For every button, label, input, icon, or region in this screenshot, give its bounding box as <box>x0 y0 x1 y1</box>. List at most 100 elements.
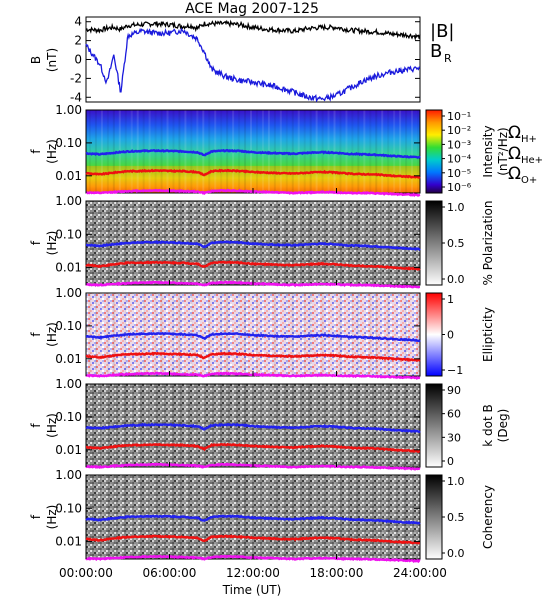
coherency-ytick-label: 1.00 <box>55 468 82 482</box>
ellipticity-stripe <box>88 293 91 376</box>
ellipticity-stripe <box>279 293 282 376</box>
polarization-colorbar-label: 0.5 <box>447 237 465 250</box>
intensity-ylabel: f <box>29 149 43 154</box>
ellipticity-stripe <box>273 293 276 376</box>
polarization-stripe <box>88 201 91 285</box>
polarization-stripe <box>202 201 205 285</box>
mag-ytick-label: 2 <box>74 34 82 48</box>
coherency-stripe <box>369 475 372 559</box>
polarization-stripe <box>94 201 97 285</box>
intensity-stripe <box>363 110 366 193</box>
ellipticity-ytick-label: 0.01 <box>55 352 82 366</box>
kdotb-stripe <box>393 384 396 467</box>
polarization-ylabel: f <box>29 240 43 245</box>
mag-ytick-label: 4 <box>74 15 82 29</box>
ellipticity-stripe <box>291 293 294 376</box>
kdotb-stripe <box>339 384 342 467</box>
polarization-stripe <box>387 201 390 285</box>
intensity-stripe <box>405 110 408 193</box>
kdotb-stripe <box>273 384 276 467</box>
intensity-ytick-label: 1.00 <box>55 103 82 117</box>
ellipticity-omega-he-line <box>85 351 421 362</box>
btotal-line <box>85 19 421 42</box>
intensity-omega-he-line <box>85 168 421 179</box>
kdotb-stripe <box>345 384 348 467</box>
intensity-colorbar-label: 10⁻³ <box>447 138 471 151</box>
intensity-stripe <box>411 110 414 193</box>
intensity-stripe <box>202 110 205 193</box>
intensity-stripe <box>88 110 91 193</box>
polarization-stripe <box>261 201 264 285</box>
ellipticity-ytick-label: 1.00 <box>55 286 82 300</box>
coherency-stripe <box>112 475 115 559</box>
br-line <box>85 27 421 103</box>
polarization-stripe <box>309 201 312 285</box>
intensity-stripe <box>273 110 276 193</box>
kdotb-stripe <box>363 384 366 467</box>
kdotb-ytick-label: 0.10 <box>55 410 82 424</box>
kdotb-colorbar-label: 30 <box>447 431 461 444</box>
intensity-stripe <box>208 110 211 193</box>
ellipticity-stripe <box>100 293 103 376</box>
coherency-ylabel-unit: (Hz) <box>45 505 59 530</box>
polarization-stripe <box>100 201 103 285</box>
xtick-label: 24:00:00 <box>393 566 447 580</box>
intensity-colorbar-label: 10⁻¹ <box>447 110 471 123</box>
ellipticity-stripe <box>351 293 354 376</box>
legend-br: B <box>430 41 442 62</box>
coherency-omega-h-line <box>85 514 421 525</box>
ellipticity-omega-h-line <box>85 332 421 343</box>
kdotb-omega-he-line <box>86 442 421 453</box>
legend-omega-o-sub: O+ <box>521 175 537 186</box>
coherency-colorbar-label: 0.5 <box>447 511 465 524</box>
ellipticity-ytick-label: 0.10 <box>55 319 82 333</box>
intensity-stripe <box>106 110 109 193</box>
ellipticity-stripe <box>339 293 342 376</box>
polarization-stripe <box>315 201 318 285</box>
polarization-colorbar <box>425 200 443 286</box>
intensity-ytick-label: 0.01 <box>55 169 82 183</box>
coherency-stripe <box>399 475 402 559</box>
intensity-stripe <box>351 110 354 193</box>
polarization-stripe <box>267 201 270 285</box>
ellipticity-stripe <box>303 293 306 376</box>
kdotb-ylabel-unit: (Hz) <box>45 413 59 438</box>
legend-br-sub: R <box>444 52 452 65</box>
polarization-stripe <box>303 201 306 285</box>
coherency-stripe <box>339 475 342 559</box>
kdotb-stripe <box>351 384 354 467</box>
intensity-stripe <box>387 110 390 193</box>
mag-ytick-label: -2 <box>70 71 82 85</box>
coherency-stripe <box>351 475 354 559</box>
kdotb-stripe <box>297 384 300 467</box>
kdotb-stripe <box>303 384 306 467</box>
polarization-omega-he-line <box>85 260 421 271</box>
ellipticity-stripe <box>369 293 372 376</box>
polarization-ylabel-unit: (Hz) <box>45 231 59 256</box>
coherency-ytick-label: 0.10 <box>55 501 82 515</box>
intensity-ytick-label: 0.10 <box>55 136 82 150</box>
kdotb-stripe <box>88 384 91 467</box>
intensity-stripe <box>303 110 306 193</box>
coherency-omega-he-line <box>85 534 420 545</box>
coherency-stripe <box>393 475 396 559</box>
legend-omega-h: Ω <box>508 123 521 143</box>
kdotb-stripe <box>381 384 384 467</box>
ellipticity-stripe <box>405 293 408 376</box>
intensity-stripe <box>339 110 342 193</box>
coherency-stripe <box>279 475 282 559</box>
polarization-colorbar-title: % Polarization <box>481 201 495 286</box>
coherency-colorbar-label: 1.0 <box>447 475 465 488</box>
kdotb-stripe <box>100 384 103 467</box>
coherency-colorbar-title: Coherency <box>481 485 495 549</box>
ellipticity-stripe <box>363 293 366 376</box>
legend-omega-he: Ω <box>508 144 521 164</box>
ellipticity-stripe <box>94 293 97 376</box>
intensity-colorbar <box>425 109 443 194</box>
mag-ytick-label: 0 <box>74 53 82 67</box>
ellipticity-stripe <box>202 293 205 376</box>
polarization-stripe <box>399 201 402 285</box>
intensity-ylabel-unit: (Hz) <box>45 139 59 164</box>
xtick-label: 12:00:00 <box>226 566 280 580</box>
